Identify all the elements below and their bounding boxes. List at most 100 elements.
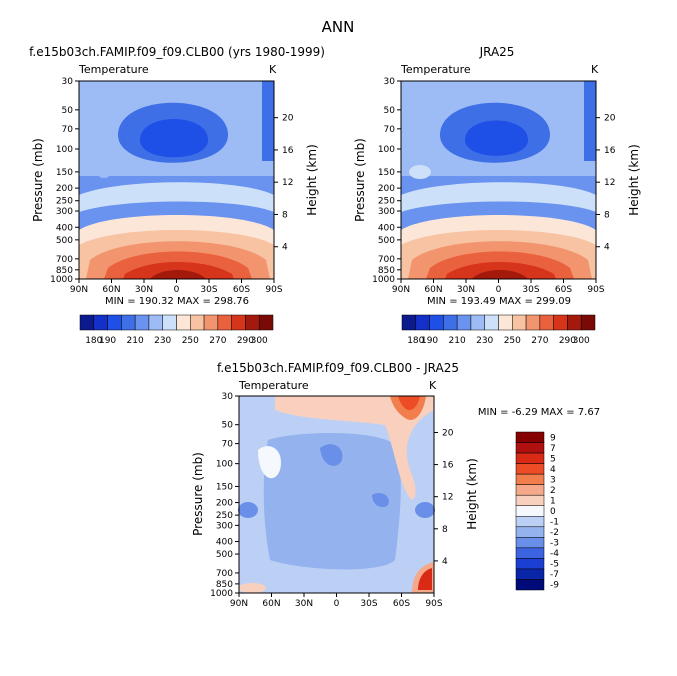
positive-surface-left — [238, 583, 266, 593]
colorbar-swatch — [515, 473, 545, 485]
y-tick-label: 500 — [216, 550, 233, 560]
y-tick-label: 700 — [378, 255, 395, 265]
x-axis: 90N 60N 30N 0 30S 60S 90S — [70, 279, 283, 295]
panel-subtitle: Temperature — [238, 379, 309, 392]
panel-title: f.e15b03ch.FAMIP.f09_f09.CLB00 (yrs 1980… — [29, 45, 325, 59]
plot-area — [78, 80, 275, 280]
colorbar-label: 5 — [550, 454, 556, 464]
y2-tick-label: 4 — [604, 243, 610, 253]
x-tick-label: 60N — [424, 285, 442, 295]
y-tick-label: 850 — [378, 266, 395, 276]
colorbar-swatch — [515, 526, 545, 538]
x-tick-label: 90S — [587, 285, 604, 295]
y-tick-label: 700 — [56, 255, 73, 265]
colorbar-swatch — [456, 314, 472, 331]
x-tick-label: 0 — [496, 285, 502, 295]
x-tick-label: 30N — [457, 285, 475, 295]
negative-core-left — [238, 502, 258, 518]
negative-region — [263, 433, 401, 570]
panel-difference: f.e15b03ch.FAMIP.f09_f09.CLB00 - JRA25 T… — [191, 361, 600, 609]
x-tick-label: 0 — [174, 285, 180, 295]
polar-cold-strip — [584, 81, 596, 161]
negative-core-1 — [320, 444, 343, 466]
colorbar-label: 4 — [550, 465, 556, 475]
colorbar-label: 190 — [421, 336, 438, 346]
colorbar-swatch — [415, 314, 430, 331]
colorbar-swatch — [217, 314, 232, 331]
y-tick-label: 30 — [384, 77, 396, 87]
y2-tick-label: 8 — [604, 210, 610, 220]
y-tick-label: 70 — [384, 125, 396, 135]
panel-subtitle: Temperature — [400, 63, 471, 76]
y-tick-label: 70 — [62, 125, 74, 135]
panel-model: f.e15b03ch.FAMIP.f09_f09.CLB00 (yrs 1980… — [29, 45, 325, 346]
y-tick-label: 1000 — [50, 275, 73, 285]
y-tick-label: 50 — [62, 106, 74, 116]
negative-core-2 — [372, 493, 389, 508]
colorbar-swatch — [203, 314, 219, 331]
colorbar-label: 7 — [550, 444, 556, 454]
y-tick-label: 700 — [216, 569, 233, 579]
colorbar-label: 1 — [550, 496, 556, 506]
colorbar-swatch — [121, 314, 136, 331]
colorbar-label: 230 — [154, 336, 171, 346]
y-tick-label: 300 — [56, 207, 73, 217]
colorbar-swatch — [515, 568, 545, 580]
units-label: K — [591, 63, 599, 76]
x-tick-label: 0 — [334, 599, 340, 609]
stats-label: MIN = -6.29 MAX = 7.67 — [478, 407, 600, 418]
tropopause-cold-inner — [140, 119, 208, 158]
x-tick-label: 60S — [393, 599, 410, 609]
y2-tick-label: 20 — [282, 114, 294, 124]
panel-title: JRA25 — [479, 45, 515, 59]
y-tick-label: 70 — [222, 440, 234, 450]
colorbar-swatch — [539, 314, 554, 331]
colorbar-label: 270 — [209, 336, 226, 346]
y2-tick-label: 16 — [442, 461, 454, 471]
x-tick-label: 90N — [70, 285, 88, 295]
x-tick-label: 90N — [392, 285, 410, 295]
colorbar-label: -9 — [550, 581, 559, 591]
colorbar-label: 290 — [559, 336, 576, 346]
y-tick-label: 200 — [216, 499, 233, 509]
x-tick-label: 30N — [135, 285, 153, 295]
y-tick-label: 850 — [56, 266, 73, 276]
colorbar-swatch — [162, 314, 177, 331]
colorbar-swatch — [525, 314, 541, 331]
y2-axis-label: Height (km) — [465, 458, 479, 529]
y-tick-label: 500 — [378, 236, 395, 246]
polar-cold-strip — [262, 81, 274, 161]
colorbar-label: 180 — [85, 336, 102, 346]
warm-patch — [97, 166, 111, 178]
colorbar-swatch — [515, 505, 545, 517]
colorbar-swatch — [512, 314, 527, 331]
y-tick-label: 100 — [56, 145, 73, 155]
colorbar-swatch — [515, 452, 545, 464]
x-tick-label: 30N — [295, 599, 313, 609]
colorbar-swatch — [567, 314, 582, 331]
x-tick-label: 90N — [230, 599, 248, 609]
y-axis-label: Pressure (mb) — [31, 138, 45, 222]
colorbar-label: 250 — [504, 336, 521, 346]
y2-tick-label: 20 — [442, 428, 454, 438]
y2-tick-label: 4 — [442, 557, 448, 567]
y-tick-label: 200 — [378, 184, 395, 194]
panel-reanalysis: JRA25 Temperature K 30507010015020025030… — [353, 45, 641, 346]
positive-surface-core — [418, 568, 432, 590]
colorbar-label: -7 — [550, 570, 559, 580]
colorbar-label: 3 — [550, 475, 556, 485]
y-tick-label: 30 — [222, 392, 234, 402]
x-tick-label: 30S — [200, 285, 217, 295]
y-tick-label: 400 — [216, 538, 233, 548]
y-tick-label: 500 — [56, 236, 73, 246]
colorbar-label: -3 — [550, 539, 559, 549]
colorbar-swatch — [515, 484, 545, 496]
colorbar-swatch — [190, 314, 205, 331]
colorbar-swatch — [134, 314, 150, 331]
colorbar-label: 0 — [550, 507, 556, 517]
